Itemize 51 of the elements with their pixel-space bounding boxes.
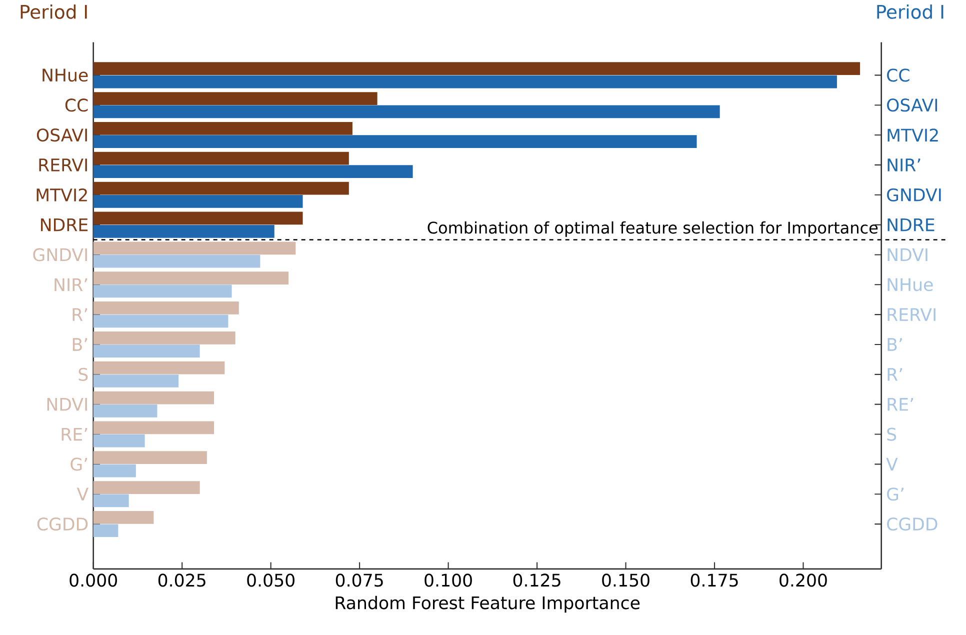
x-tick-label: 0.175 xyxy=(690,574,738,587)
y-tick-label: G’ xyxy=(70,458,88,471)
y-tick-label: RE’ xyxy=(62,428,88,441)
y-tick-label: CC xyxy=(887,68,910,82)
y-tick-label: NDVI xyxy=(47,398,87,411)
y-tick-label: B’ xyxy=(72,338,88,351)
chart-title: Period I xyxy=(20,4,87,19)
x-axis-title: Random Forest Feature Importance xyxy=(336,596,640,613)
y-tick-label: RERVI xyxy=(39,158,87,172)
y-tick-label: NDRE xyxy=(41,218,88,232)
y-tick-label: G’ xyxy=(887,488,904,501)
bar xyxy=(93,421,214,434)
bar xyxy=(93,135,697,148)
x-tick-label: 0.125 xyxy=(513,574,560,587)
y-tick-label: CGDD xyxy=(887,518,938,531)
chart-title: Period I xyxy=(877,4,944,19)
x-tick-label: 0.200 xyxy=(780,574,827,587)
y-tick-label: R’ xyxy=(888,368,902,381)
y-tick-label: OSAVI xyxy=(36,128,87,142)
y-tick-label: RE’ xyxy=(888,398,914,411)
annotation: Combination of optimal feature selection for Importance xyxy=(428,221,878,237)
y-tick-label: B’ xyxy=(888,338,902,351)
x-tick-label: 0.100 xyxy=(424,574,472,587)
y-tick-label: S xyxy=(78,368,88,382)
y-tick-label: NDVI xyxy=(888,248,928,262)
x-tick-label: 0.025 xyxy=(158,574,206,587)
y-tick-label: MTVI2 xyxy=(36,188,87,202)
y-tick-label: NDRE xyxy=(888,218,934,232)
bar xyxy=(93,511,154,524)
y-tick-label: V xyxy=(76,488,88,500)
y-tick-label: S xyxy=(887,428,896,441)
y-tick-label: NIR’ xyxy=(888,158,920,172)
y-tick-label: MTVI2 xyxy=(888,128,938,142)
y-tick-label: CGDD xyxy=(37,518,88,531)
bar xyxy=(93,105,720,118)
y-tick-label: NHue xyxy=(42,68,88,82)
y-tick-label: NHue xyxy=(888,278,933,292)
x-tick-label: 0.075 xyxy=(336,574,383,587)
x-tick-label: 0.050 xyxy=(247,574,294,587)
y-tick-label: OSAVI xyxy=(887,98,938,112)
bar xyxy=(93,481,200,494)
y-tick-label: V xyxy=(886,458,898,471)
y-tick-label: R’ xyxy=(72,308,88,321)
x-tick-label: 0.150 xyxy=(602,574,650,587)
x-tick-label: 0.000 xyxy=(70,574,117,587)
y-tick-label: NIR’ xyxy=(54,278,88,291)
y-tick-label: GNDVI xyxy=(887,188,941,202)
y-tick-label: GNDVI xyxy=(33,248,87,262)
y-tick-label: CC xyxy=(65,98,88,112)
y-tick-label: RERVI xyxy=(888,308,936,321)
bar xyxy=(93,451,207,464)
